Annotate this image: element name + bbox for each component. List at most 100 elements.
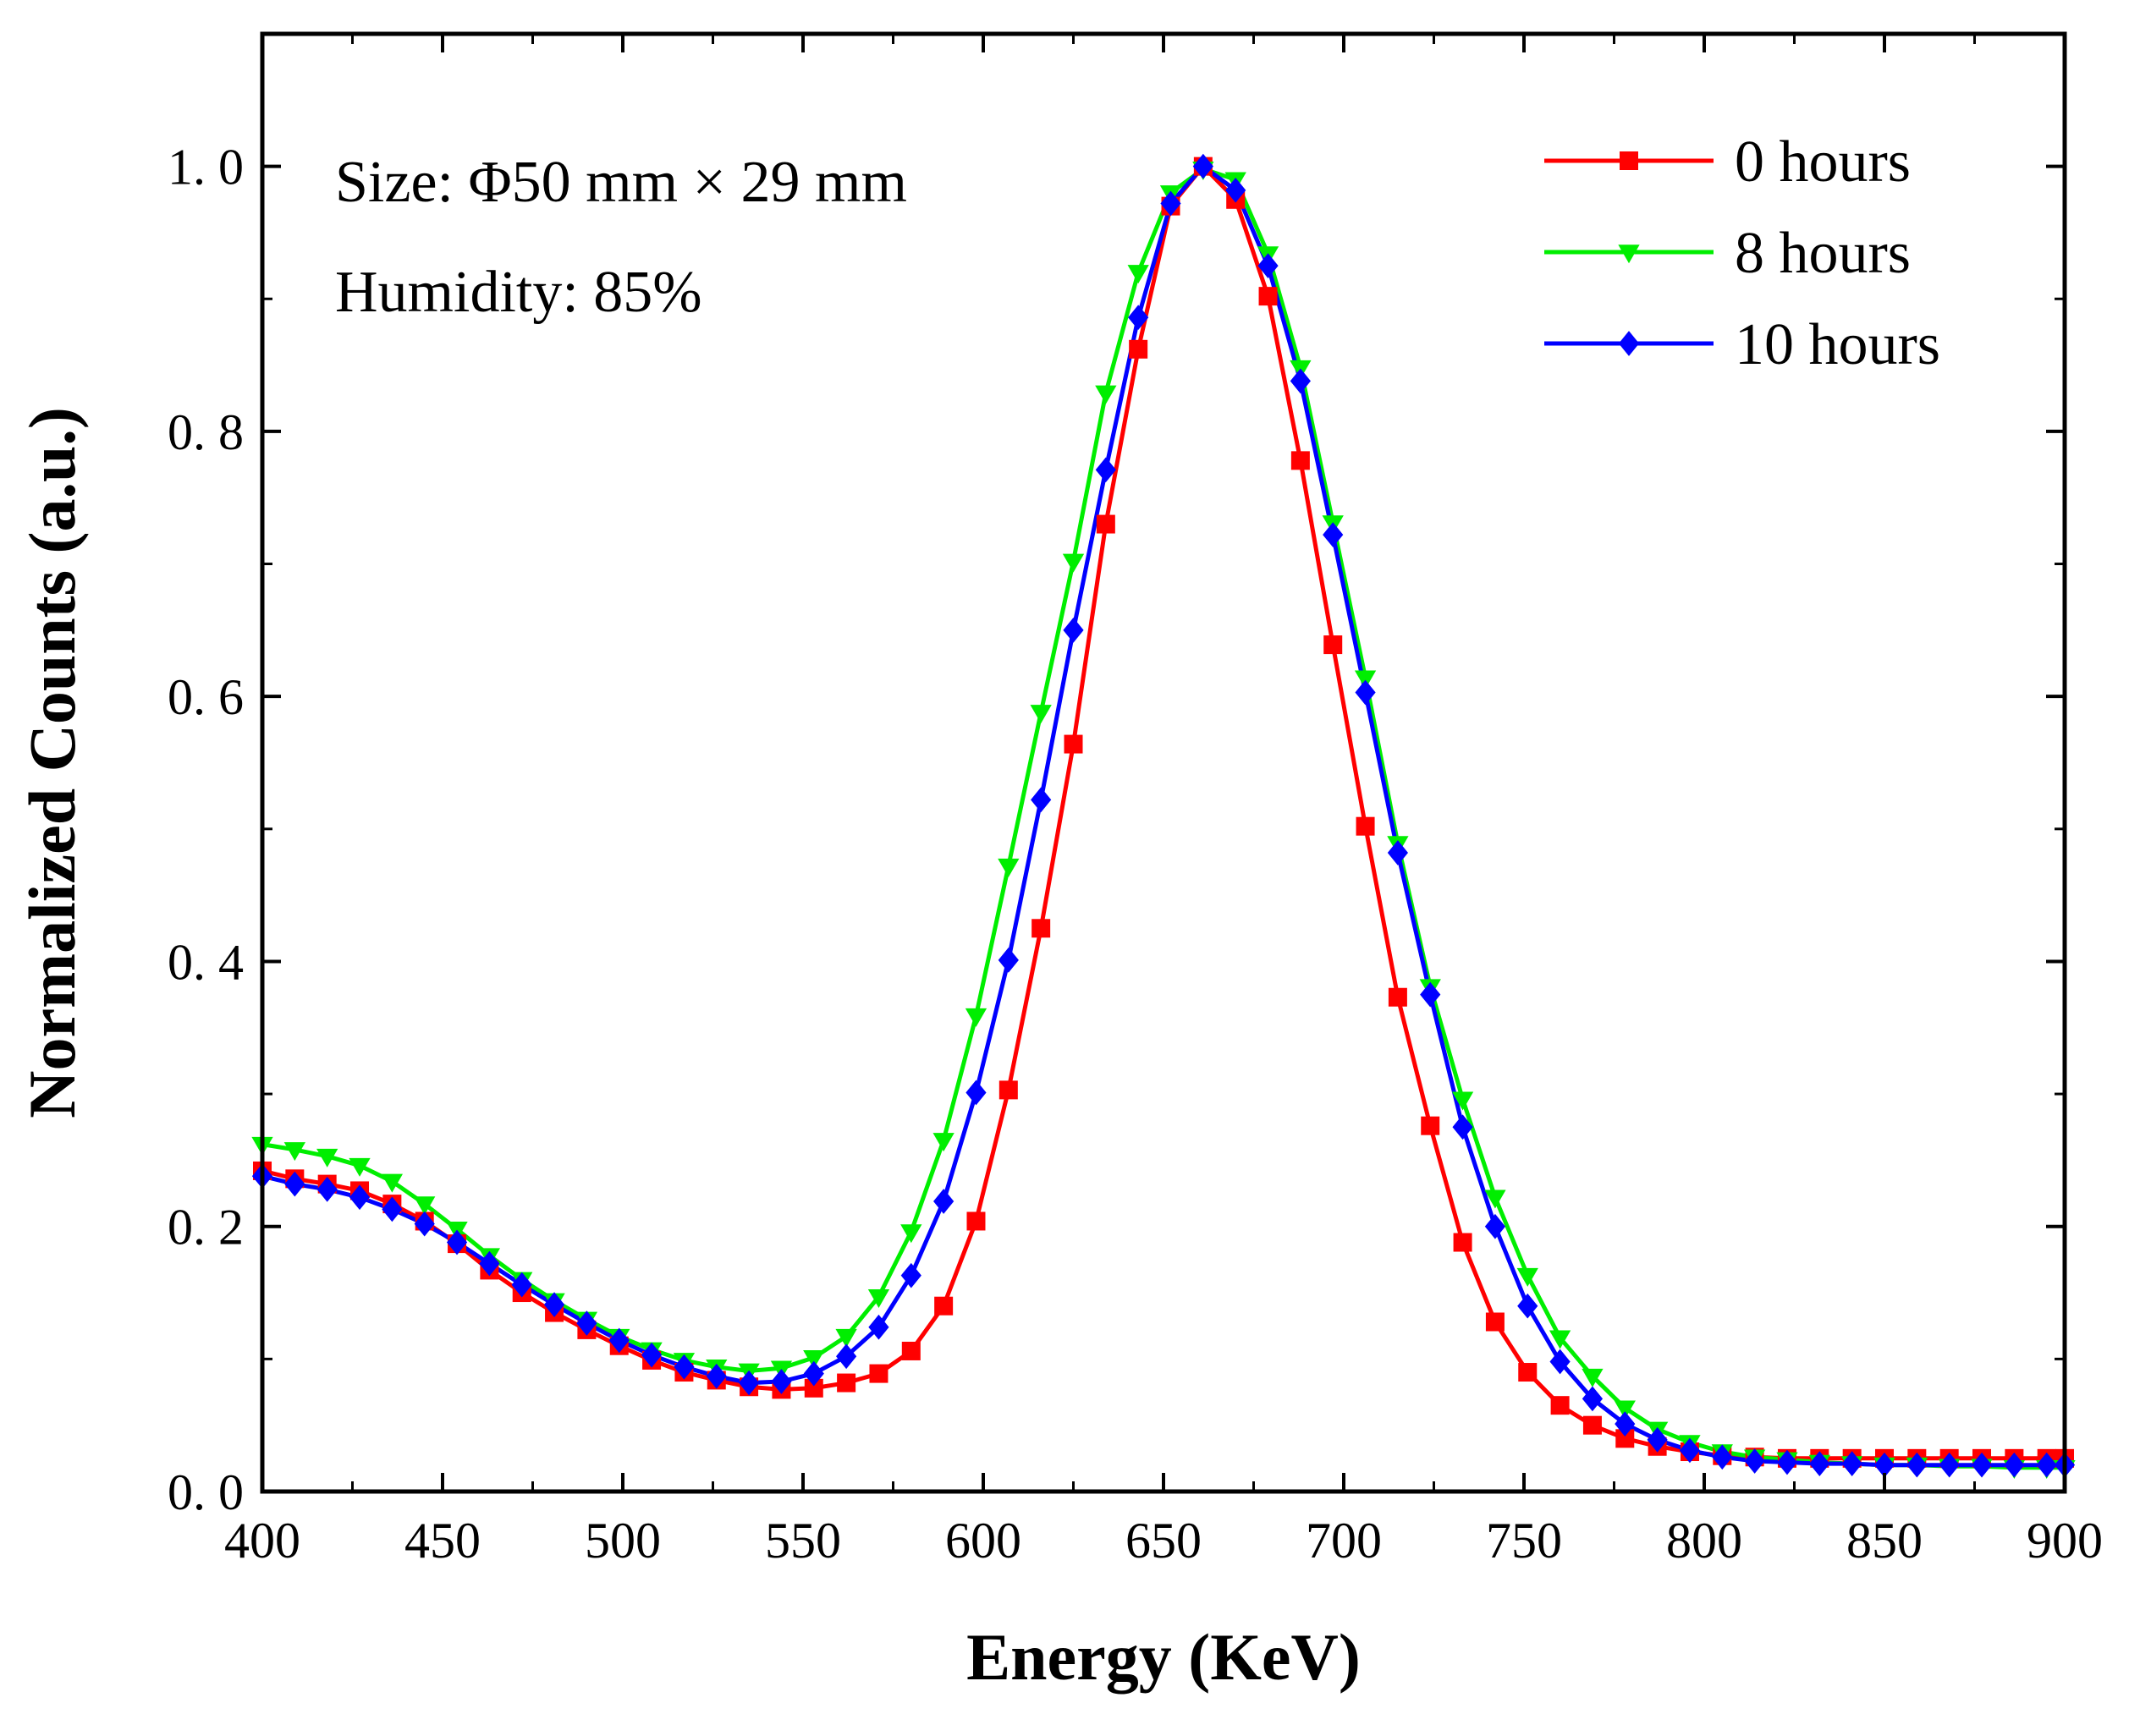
data-point-10-hours <box>316 1177 338 1202</box>
data-point-0-hours <box>1453 1233 1472 1252</box>
data-point-10-hours <box>1939 1452 1960 1478</box>
data-point-8-hours <box>316 1148 338 1167</box>
data-point-10-hours <box>1257 253 1279 278</box>
data-point-8-hours <box>1062 553 1085 573</box>
data-point-10-hours <box>965 1080 987 1106</box>
data-point-0-hours <box>804 1378 823 1398</box>
data-point-10-hours <box>1841 1451 1862 1476</box>
data-point-8-hours <box>349 1157 371 1177</box>
data-point-0-hours <box>1485 1312 1505 1332</box>
data-point-8-hours <box>867 1288 890 1308</box>
data-point-10-hours <box>382 1196 403 1222</box>
y-tick-label: 0. 0 <box>168 1464 244 1520</box>
data-point-8-hours <box>1614 1400 1636 1420</box>
y-axis-title: Normalized Counts (a.u.) <box>15 407 89 1118</box>
data-point-10-hours <box>1290 368 1311 394</box>
data-point-10-hours <box>771 1369 792 1394</box>
data-point-8-hours <box>1549 1330 1571 1349</box>
data-point-0-hours <box>1290 451 1310 470</box>
data-point-10-hours <box>1647 1427 1668 1453</box>
x-tick-label: 850 <box>1846 1513 1923 1568</box>
data-point-10-hours <box>836 1343 857 1370</box>
data-point-10-hours <box>576 1310 597 1336</box>
x-tick-label: 550 <box>765 1513 841 1568</box>
data-point-8-hours <box>932 1133 954 1152</box>
data-point-10-hours <box>1128 305 1149 331</box>
data-point-0-hours <box>1388 987 1407 1007</box>
legend: 0 hours 8 hours 10 hours <box>1544 129 1940 377</box>
data-point-8-hours <box>1516 1267 1538 1287</box>
data-point-10-hours <box>1971 1452 1993 1478</box>
legend-item-8-hours: 8 hours <box>1544 221 1911 286</box>
data-point-0-hours <box>1550 1396 1570 1415</box>
data-point-10-hours <box>543 1292 565 1317</box>
x-axis-title: Energy (KeV) <box>966 1620 1361 1694</box>
data-point-10-hours <box>641 1342 663 1368</box>
data-point-10-hours <box>1906 1452 1928 1478</box>
data-point-10-hours <box>1387 840 1408 865</box>
data-point-10-hours <box>1712 1444 1733 1470</box>
data-point-10-hours <box>511 1272 532 1298</box>
data-point-8-hours <box>1127 265 1149 284</box>
data-point-10-hours <box>2036 1452 2057 1478</box>
x-tick-label: 400 <box>224 1513 300 1568</box>
data-point-0-hours <box>966 1211 986 1231</box>
legend-item-10-hours: 10 hours <box>1544 312 1940 377</box>
data-point-10-hours <box>1582 1386 1604 1412</box>
data-point-0-hours <box>998 1080 1018 1100</box>
data-point-10-hours <box>1420 981 1441 1008</box>
humidity-annotation: Humidity: 85% <box>335 260 702 325</box>
data-point-8-hours <box>1451 1091 1474 1111</box>
data-point-10-hours <box>933 1189 954 1214</box>
data-point-0-hours <box>1096 514 1115 534</box>
y-tick-label: 1. 0 <box>168 140 244 195</box>
legend-marker-0-hours <box>1620 151 1638 170</box>
data-point-0-hours <box>901 1341 921 1360</box>
data-point-8-hours <box>998 858 1020 877</box>
data-point-0-hours <box>1031 919 1051 938</box>
data-point-10-hours <box>284 1171 305 1197</box>
data-point-10-hours <box>1484 1213 1506 1239</box>
data-point-10-hours <box>1225 177 1246 203</box>
data-point-10-hours <box>608 1327 630 1354</box>
data-point-10-hours <box>1517 1293 1538 1319</box>
axis-ticks <box>261 32 2066 1493</box>
data-point-8-hours <box>414 1196 436 1216</box>
data-point-0-hours <box>934 1296 954 1316</box>
data-point-0-hours <box>1356 816 1375 836</box>
data-point-10-hours <box>739 1370 760 1396</box>
legend-item-0-hours: 0 hours <box>1544 129 1911 195</box>
data-point-10-hours <box>349 1184 371 1211</box>
data-point-0-hours <box>1421 1116 1440 1135</box>
data-point-8-hours <box>1582 1368 1604 1387</box>
x-tick-label: 700 <box>1306 1513 1382 1568</box>
x-tick-label: 750 <box>1486 1513 1562 1568</box>
data-point-10-hours <box>1776 1449 1798 1475</box>
data-point-8-hours <box>1030 705 1052 724</box>
data-point-0-hours <box>869 1364 888 1383</box>
legend-label-0-hours: 0 hours <box>1735 129 1911 195</box>
data-point-0-hours <box>1615 1429 1635 1448</box>
data-point-10-hours <box>1873 1452 1895 1478</box>
data-point-10-hours <box>1095 457 1116 483</box>
tick-labels: 400 450 500 550 600 650 700 750 800 850 900 0. 0 0. … <box>168 140 2103 1568</box>
data-point-10-hours <box>1355 679 1376 706</box>
size-annotation: Size: Φ50 mm × 29 mm <box>335 150 907 215</box>
data-point-10-hours <box>479 1250 500 1277</box>
data-point-8-hours <box>381 1173 404 1193</box>
data-point-10-hours <box>414 1211 435 1237</box>
data-point-10-hours <box>1192 153 1213 179</box>
legend-marker-8-hours <box>1618 244 1640 264</box>
x-tick-label: 450 <box>404 1513 481 1568</box>
data-point-10-hours <box>674 1354 695 1380</box>
data-point-0-hours <box>837 1373 856 1393</box>
data-point-10-hours <box>868 1314 889 1340</box>
data-point-10-hours <box>1063 618 1084 643</box>
data-point-0-hours <box>1323 635 1343 655</box>
legend-label-10-hours: 10 hours <box>1735 312 1940 377</box>
y-tick-label: 0. 4 <box>168 934 244 990</box>
data-point-10-hours <box>1549 1349 1571 1375</box>
x-tick-label: 800 <box>1666 1513 1742 1568</box>
data-point-0-hours <box>1518 1363 1538 1382</box>
